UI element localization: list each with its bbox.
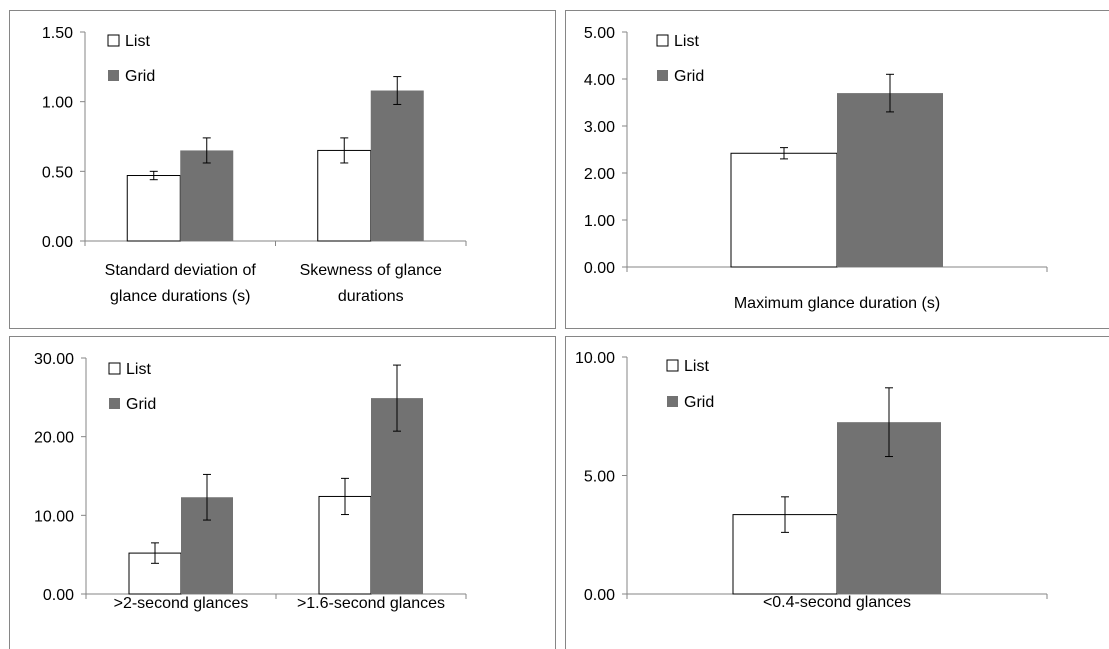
legend-label-grid: Grid xyxy=(674,68,704,85)
y-tick-label: 0.00 xyxy=(42,234,73,251)
legend-label-list: List xyxy=(684,358,709,375)
x-category-label: <0.4-second glances xyxy=(763,594,911,611)
x-category-label: Maximum glance duration (s) xyxy=(734,295,940,312)
legend-swatch-grid xyxy=(109,398,120,409)
chart-svg: 0.00 10.00 20.00 30.00 >2-second glances >1.6… xyxy=(34,351,467,612)
bar-list xyxy=(317,149,372,242)
y-tick-label: 0.00 xyxy=(584,587,615,604)
legend-swatch-list xyxy=(656,34,669,47)
y-tick-label: 0.50 xyxy=(42,164,73,181)
y-tick-label: 1.00 xyxy=(584,213,615,230)
legend-label-grid: Grid xyxy=(684,394,714,411)
legend-label-list: List xyxy=(125,33,150,50)
y-tick-label: 0.00 xyxy=(43,587,74,604)
legend-label-list: List xyxy=(126,361,151,378)
legend-label-list: List xyxy=(674,33,699,50)
x-category-label: Skewness of glance xyxy=(300,262,442,279)
x-category-label: >2-second glances xyxy=(114,595,249,612)
chart-panel-short-glances: 0.00 5.00 10.00 <0.4-second glances List Grid xyxy=(565,336,1109,649)
chart-panel-long-glances: 0.00 10.00 20.00 30.00 >2-second glances >1.6… xyxy=(9,336,556,649)
bar-grid xyxy=(837,93,943,267)
x-category-label: >1.6-second glances xyxy=(297,595,445,612)
legend-swatch-grid xyxy=(108,70,119,81)
y-tick-label: 4.00 xyxy=(584,72,615,89)
y-tick-label: 5.00 xyxy=(584,25,615,42)
legend-swatch-grid xyxy=(667,396,678,407)
bar-list xyxy=(126,175,181,242)
y-tick-label: 3.00 xyxy=(584,119,615,136)
y-tick-label: 10.00 xyxy=(34,508,74,525)
y-tick-label: 20.00 xyxy=(34,430,74,447)
y-tick-label: 30.00 xyxy=(34,351,74,368)
x-category-label: glance durations (s) xyxy=(110,288,251,305)
legend-label-grid: Grid xyxy=(125,68,155,85)
legend-swatch-list xyxy=(666,359,679,372)
chart-svg: 0.00 1.00 2.00 3.00 4.00 5.00 Maximum glance d… xyxy=(584,25,1048,312)
bar-grid xyxy=(370,90,424,242)
chart-svg: 0.00 5.00 10.00 <0.4-second glances List Grid xyxy=(575,350,1048,611)
x-category-label: durations xyxy=(338,288,404,305)
legend-swatch-list xyxy=(108,362,121,375)
legend-swatch-list xyxy=(107,34,120,47)
chart-panel-glance-variability: 0.00 0.50 1.00 1.50 Standard deviation of gla… xyxy=(9,10,556,329)
y-tick-label: 0.00 xyxy=(584,260,615,277)
legend-swatch-grid xyxy=(657,70,668,81)
y-tick-label: 1.00 xyxy=(42,95,73,112)
y-tick-label: 10.00 xyxy=(575,350,615,367)
legend-label-grid: Grid xyxy=(126,396,156,413)
x-category-label: Standard deviation of xyxy=(105,262,257,279)
chart-svg: 0.00 0.50 1.00 1.50 Standard deviation of gla… xyxy=(42,25,467,305)
y-tick-label: 2.00 xyxy=(584,166,615,183)
chart-panel-maximum-glance: 0.00 1.00 2.00 3.00 4.00 5.00 Maximum glance d… xyxy=(565,10,1109,329)
y-tick-label: 1.50 xyxy=(42,25,73,42)
bar-grid xyxy=(180,150,234,241)
y-tick-label: 5.00 xyxy=(584,469,615,486)
bar-list xyxy=(730,152,838,268)
